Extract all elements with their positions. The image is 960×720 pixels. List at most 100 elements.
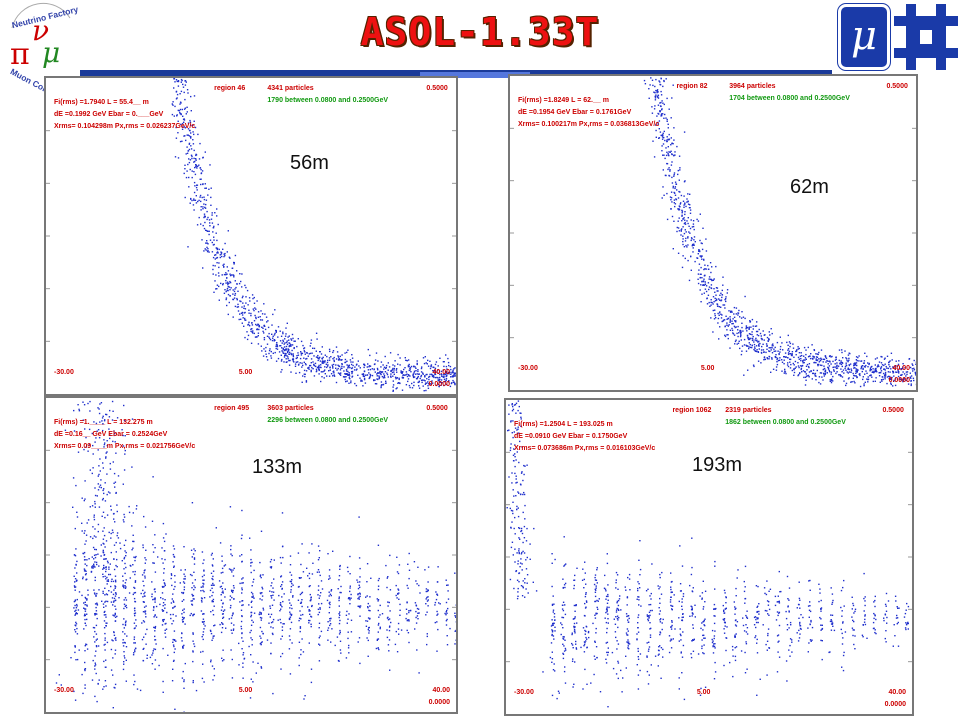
data-point bbox=[378, 377, 380, 379]
data-point bbox=[193, 199, 195, 201]
data-point bbox=[588, 636, 590, 639]
data-point bbox=[241, 314, 244, 316]
data-point bbox=[785, 372, 787, 375]
data-point bbox=[89, 444, 91, 446]
data-point bbox=[215, 274, 217, 276]
data-point bbox=[231, 591, 234, 594]
data-point bbox=[397, 382, 399, 384]
data-point bbox=[863, 362, 865, 364]
data-point bbox=[261, 319, 264, 321]
data-point bbox=[683, 206, 685, 208]
data-point bbox=[154, 601, 156, 603]
data-point bbox=[285, 354, 287, 356]
data-point bbox=[273, 334, 276, 336]
data-point bbox=[373, 379, 375, 381]
data-point bbox=[416, 373, 418, 375]
data-point bbox=[708, 301, 710, 304]
data-point bbox=[310, 358, 313, 360]
data-point bbox=[143, 585, 145, 587]
data-point bbox=[326, 361, 329, 364]
data-point bbox=[660, 618, 662, 620]
data-point bbox=[663, 194, 665, 196]
data-point bbox=[620, 609, 622, 611]
data-point bbox=[329, 577, 331, 579]
data-point bbox=[203, 198, 206, 201]
data-point bbox=[128, 505, 130, 508]
data-point bbox=[429, 360, 431, 362]
data-point bbox=[311, 352, 313, 354]
data-point bbox=[573, 625, 575, 628]
data-point bbox=[206, 230, 208, 232]
data-point bbox=[249, 697, 252, 699]
data-point bbox=[188, 186, 190, 188]
data-point bbox=[260, 613, 262, 615]
data-point bbox=[408, 611, 410, 614]
data-point bbox=[302, 344, 304, 347]
data-point bbox=[112, 674, 114, 676]
data-point bbox=[329, 601, 331, 603]
data-point bbox=[395, 584, 397, 587]
data-point bbox=[726, 322, 728, 324]
data-point bbox=[444, 380, 446, 383]
data-point bbox=[187, 246, 189, 248]
data-point bbox=[375, 383, 378, 385]
data-point bbox=[808, 366, 810, 369]
data-point bbox=[346, 373, 348, 375]
data-point bbox=[222, 602, 224, 604]
data-point bbox=[813, 361, 815, 364]
data-point bbox=[837, 365, 840, 367]
data-point bbox=[114, 683, 117, 686]
data-point bbox=[134, 570, 136, 573]
data-point bbox=[212, 231, 214, 233]
data-point bbox=[114, 595, 117, 597]
data-point bbox=[515, 412, 517, 414]
data-point bbox=[95, 650, 97, 652]
data-point bbox=[605, 642, 607, 644]
data-point bbox=[378, 376, 381, 378]
data-point bbox=[815, 353, 817, 355]
data-point bbox=[300, 351, 302, 353]
data-point bbox=[72, 506, 74, 508]
data-point bbox=[350, 371, 353, 373]
data-point bbox=[693, 244, 695, 246]
data-point bbox=[376, 375, 378, 377]
data-point bbox=[572, 618, 575, 620]
data-point bbox=[746, 330, 748, 332]
data-point bbox=[284, 349, 286, 351]
data-point bbox=[841, 365, 843, 368]
data-point bbox=[661, 136, 664, 138]
data-point bbox=[683, 181, 686, 183]
data-point bbox=[425, 588, 428, 590]
data-point bbox=[396, 371, 398, 373]
data-point bbox=[301, 599, 303, 601]
data-point bbox=[122, 483, 124, 485]
data-point bbox=[866, 372, 868, 374]
data-point bbox=[262, 632, 264, 635]
data-point bbox=[229, 273, 231, 275]
data-point bbox=[787, 349, 789, 351]
data-point bbox=[292, 358, 295, 360]
data-point bbox=[868, 363, 870, 366]
data-point bbox=[221, 606, 223, 608]
data-point bbox=[638, 559, 640, 561]
data-point bbox=[175, 79, 178, 81]
data-point bbox=[310, 597, 312, 599]
data-point bbox=[594, 588, 596, 591]
data-point bbox=[248, 604, 250, 606]
data-point bbox=[734, 340, 737, 343]
data-point bbox=[174, 648, 176, 650]
data-point bbox=[815, 358, 817, 360]
data-point bbox=[285, 333, 287, 335]
data-point bbox=[665, 147, 667, 149]
data-point bbox=[436, 593, 438, 595]
data-point bbox=[302, 571, 305, 573]
data-point bbox=[300, 563, 302, 566]
data-point bbox=[594, 576, 596, 579]
data-point bbox=[294, 340, 296, 342]
data-point bbox=[521, 446, 523, 448]
data-point bbox=[162, 691, 164, 693]
data-point bbox=[518, 492, 520, 494]
data-point bbox=[114, 486, 116, 488]
data-point bbox=[172, 561, 174, 563]
data-point bbox=[659, 619, 661, 621]
